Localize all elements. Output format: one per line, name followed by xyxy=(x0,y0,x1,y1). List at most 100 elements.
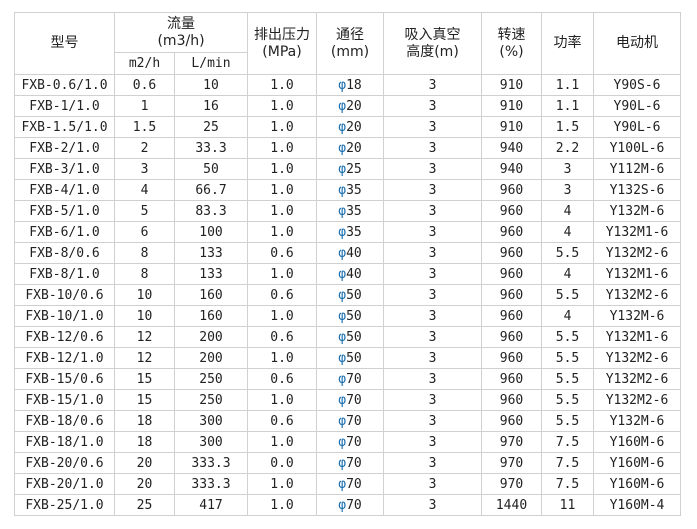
table-row: FXB-0.6/1.0 0.6 10 1.0 φ18 3 910 1.1 Y90S-6 xyxy=(14,74,681,96)
table-cell: 3 xyxy=(383,116,482,138)
table-cell: 83.3 xyxy=(174,200,248,222)
table-cell: 3 xyxy=(383,473,482,495)
table-row: FXB-25/1.0 25 417 1.0 φ70 3 1440 11 Y160M-4 xyxy=(14,494,681,516)
table-cell: Y132M-6 xyxy=(593,410,681,432)
header-pressure-unit: (MPa) xyxy=(262,43,302,60)
table-row: FXB-15/1.0 15 250 1.0 φ70 3 960 5.5 Y132M2-6 xyxy=(14,389,681,411)
table-row: FXB-12/0.6 12 200 0.6 φ50 3 960 5.5 Y132M1-6 xyxy=(14,326,681,348)
diameter-cell: φ20 xyxy=(316,95,384,117)
table-cell: 1.0 xyxy=(247,389,317,411)
table-cell: 1 xyxy=(114,95,175,117)
header-speed-label: 转速 xyxy=(497,26,526,43)
diameter-cell: φ70 xyxy=(316,368,384,390)
table-cell: FXB-15/0.6 xyxy=(14,368,115,390)
diameter-cell: φ20 xyxy=(316,116,384,138)
table-row: FXB-5/1.0 5 83.3 1.0 φ35 3 960 4 Y132M-6 xyxy=(14,200,681,222)
table-cell: 7.5 xyxy=(541,452,594,474)
table-row: FXB-12/1.0 12 200 1.0 φ50 3 960 5.5 Y132M2-6 xyxy=(14,347,681,369)
diameter-cell: φ50 xyxy=(316,284,384,306)
table-cell: FXB-20/0.6 xyxy=(14,452,115,474)
table-cell: 1.0 xyxy=(247,158,317,180)
table-row: FXB-8/0.6 8 133 0.6 φ40 3 960 5.5 Y132M2-6 xyxy=(14,242,681,264)
table-cell: FXB-12/0.6 xyxy=(14,326,115,348)
table-cell: 20 xyxy=(114,452,175,474)
table-cell: 2.2 xyxy=(541,137,594,159)
table-cell: 100 xyxy=(174,221,248,243)
table-cell: Y160M-6 xyxy=(593,431,681,453)
header-suction-unit: 高度(m) xyxy=(406,43,459,60)
table-cell: 1.0 xyxy=(247,473,317,495)
table-cell: 8 xyxy=(114,263,175,285)
table-cell: FXB-10/0.6 xyxy=(14,284,115,306)
table-cell: 6 xyxy=(114,221,175,243)
table-cell: FXB-8/1.0 xyxy=(14,263,115,285)
table-cell: 10 xyxy=(174,74,248,96)
table-cell: 0.6 xyxy=(247,326,317,348)
table-cell: FXB-18/1.0 xyxy=(14,431,115,453)
table-cell: 1440 xyxy=(481,494,542,516)
table-cell: 4 xyxy=(541,200,594,222)
table-cell: 960 xyxy=(481,389,542,411)
table-cell: 0.6 xyxy=(247,284,317,306)
table-cell: 3 xyxy=(383,389,482,411)
table-cell: 25 xyxy=(174,116,248,138)
table-cell: 3 xyxy=(383,284,482,306)
diameter-cell: φ70 xyxy=(316,494,384,516)
table-cell: Y112M-6 xyxy=(593,158,681,180)
header-suction-label: 吸入真空 xyxy=(404,26,461,43)
table-cell: 960 xyxy=(481,221,542,243)
table-cell: 1.0 xyxy=(247,74,317,96)
header-flow-label: 流量 xyxy=(167,15,195,32)
table-cell: FXB-12/1.0 xyxy=(14,347,115,369)
table-cell: Y132M2-6 xyxy=(593,389,681,411)
table-cell: 0.6 xyxy=(247,368,317,390)
table-row: FXB-10/1.0 10 160 1.0 φ50 3 960 4 Y132M-6 xyxy=(14,305,681,327)
table-cell: 1.0 xyxy=(247,116,317,138)
table-cell: 417 xyxy=(174,494,248,516)
table-cell: 1.0 xyxy=(247,200,317,222)
table-cell: 160 xyxy=(174,284,248,306)
diameter-cell: φ50 xyxy=(316,326,384,348)
table-cell: 10 xyxy=(114,284,175,306)
table-cell: 960 xyxy=(481,200,542,222)
header-diameter: 通径 (mm) xyxy=(316,12,384,75)
header-power: 功率 xyxy=(541,12,594,75)
table-cell: 250 xyxy=(174,368,248,390)
table-cell: 1.1 xyxy=(541,74,594,96)
table-cell: 4 xyxy=(541,263,594,285)
table-cell: 0.6 xyxy=(247,410,317,432)
table-cell: 960 xyxy=(481,242,542,264)
diameter-cell: φ70 xyxy=(316,452,384,474)
table-cell: 3 xyxy=(383,137,482,159)
diameter-cell: φ70 xyxy=(316,410,384,432)
table-cell: FXB-4/1.0 xyxy=(14,179,115,201)
table-cell: Y132M1-6 xyxy=(593,263,681,285)
table-cell: 4 xyxy=(541,305,594,327)
table-cell: 5.5 xyxy=(541,347,594,369)
table-cell: 5.5 xyxy=(541,326,594,348)
table-cell: 25 xyxy=(114,494,175,516)
table-cell: 1.0 xyxy=(247,305,317,327)
header-flow: 流量 (m3/h) xyxy=(114,12,248,53)
table-row: FXB-20/1.0 20 333.3 1.0 φ70 3 970 7.5 Y160M-6 xyxy=(14,473,681,495)
table-cell: 1.0 xyxy=(247,179,317,201)
table-cell: 3 xyxy=(383,410,482,432)
table-row: FXB-3/1.0 3 50 1.0 φ25 3 940 3 Y112M-6 xyxy=(14,158,681,180)
table-cell: 5.5 xyxy=(541,368,594,390)
diameter-cell: φ70 xyxy=(316,389,384,411)
table-cell: 3 xyxy=(383,494,482,516)
table-cell: 333.3 xyxy=(174,452,248,474)
table-cell: 960 xyxy=(481,347,542,369)
table-cell: Y90L-6 xyxy=(593,116,681,138)
table-cell: 910 xyxy=(481,95,542,117)
table-cell: Y132M-6 xyxy=(593,200,681,222)
table-cell: 3 xyxy=(541,179,594,201)
table-cell: 1.0 xyxy=(247,494,317,516)
table-cell: 970 xyxy=(481,431,542,453)
table-cell: Y132M2-6 xyxy=(593,347,681,369)
table-cell: 3 xyxy=(383,242,482,264)
header-pressure: 排出压力 (MPa) xyxy=(247,12,317,75)
table-cell: FXB-25/1.0 xyxy=(14,494,115,516)
table-cell: Y132M1-6 xyxy=(593,326,681,348)
table-cell: 12 xyxy=(114,326,175,348)
